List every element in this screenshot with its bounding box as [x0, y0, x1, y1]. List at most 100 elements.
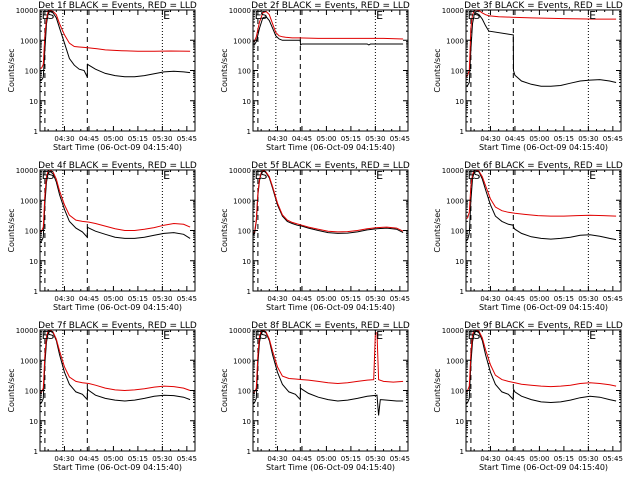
- y-tick-label: 10: [455, 418, 464, 426]
- x-tick-label: 04:30: [54, 455, 74, 463]
- y-tick-label: 1000: [20, 197, 38, 205]
- y-tick-label: 10000: [442, 7, 464, 15]
- events-series-line: [466, 330, 617, 405]
- interval-marker-label: E: [42, 9, 49, 22]
- x-tick-label: 05:30: [152, 455, 172, 463]
- y-tick-label: 10: [455, 258, 464, 266]
- interval-marker-label: E: [163, 9, 170, 22]
- y-tick-label: 10: [242, 98, 251, 106]
- x-tick-label: 05:45: [390, 135, 410, 143]
- x-tick-label: 04:30: [480, 455, 500, 463]
- events-series-line: [40, 170, 191, 243]
- x-tick-label: 05:45: [390, 295, 410, 303]
- x-tick-label: 05:30: [578, 135, 598, 143]
- events-series-line: [466, 170, 617, 242]
- interval-marker-label: E: [589, 169, 596, 182]
- lld-series-line: [466, 10, 617, 78]
- y-tick-label: 10000: [442, 327, 464, 335]
- y-tick-label: 1: [460, 448, 464, 456]
- interval-marker-label: E: [42, 329, 49, 342]
- y-tick-label: 1: [460, 288, 464, 296]
- x-tick-label: 04:45: [505, 455, 525, 463]
- x-tick-label: 04:30: [480, 295, 500, 303]
- x-tick-label: 05:15: [554, 295, 574, 303]
- events-series-line: [253, 330, 404, 416]
- events-series-line: [253, 16, 404, 46]
- y-axis-label: Counts/sec: [433, 368, 442, 412]
- interval-marker-label: E: [163, 329, 170, 342]
- x-tick-label: 05:45: [603, 295, 623, 303]
- detector-panel-5: Det 5f BLACK = Events, RED = LLD 1 10 100 10…: [220, 161, 410, 312]
- detector-panel-4: Det 4f BLACK = Events, RED = LLD 1 10 100 10…: [7, 161, 197, 312]
- panel-title: Det 9f BLACK = Events, RED = LLD: [464, 321, 623, 331]
- y-axis-label: Counts/sec: [7, 208, 16, 252]
- y-tick-label: 10000: [229, 327, 251, 335]
- interval-marker-label: E: [255, 9, 262, 22]
- panel-title: Det 7f BLACK = Events, RED = LLD: [38, 321, 197, 331]
- lld-series-line: [40, 10, 191, 69]
- interval-marker-label: S: [260, 169, 267, 182]
- interval-marker-label: E: [255, 329, 262, 342]
- lld-series-line: [253, 330, 404, 394]
- y-tick-label: 10000: [442, 167, 464, 175]
- y-tick-label: 100: [238, 388, 251, 396]
- x-tick-label: 05:45: [177, 455, 197, 463]
- x-tick-label: 04:45: [292, 455, 312, 463]
- lld-series-line: [466, 170, 617, 219]
- x-tick-label: 05:00: [529, 295, 549, 303]
- detector-panel-8: Det 8f BLACK = Events, RED = LLD 1 10 100 10…: [220, 321, 410, 472]
- y-axis-label: Counts/sec: [433, 48, 442, 92]
- y-tick-label: 1: [247, 448, 251, 456]
- x-axis-label: Start Time (06-Oct-09 04:15:40): [266, 463, 395, 472]
- x-tick-label: 04:30: [267, 455, 287, 463]
- y-tick-label: 10000: [16, 167, 38, 175]
- panel-title: Det 5f BLACK = Events, RED = LLD: [251, 161, 410, 171]
- panel-title: Det 2f BLACK = Events, RED = LLD: [251, 1, 410, 11]
- lld-series-line: [253, 10, 404, 43]
- x-tick-label: 05:15: [128, 455, 148, 463]
- x-tick-label: 04:45: [79, 295, 99, 303]
- panel-title: Det 6f BLACK = Events, RED = LLD: [464, 161, 623, 171]
- y-axis-label: Counts/sec: [220, 368, 229, 412]
- x-tick-label: 05:30: [578, 295, 598, 303]
- x-axis-label: Start Time (06-Oct-09 04:15:40): [479, 463, 608, 472]
- x-axis-label: Start Time (06-Oct-09 04:15:40): [53, 303, 182, 312]
- lld-series-line: [253, 170, 404, 234]
- interval-marker-label: S: [260, 9, 267, 22]
- y-tick-label: 10: [29, 258, 38, 266]
- x-tick-label: 04:45: [292, 295, 312, 303]
- events-series-line: [40, 10, 191, 82]
- y-tick-label: 10: [29, 418, 38, 426]
- x-axis-label: Start Time (06-Oct-09 04:15:40): [53, 463, 182, 472]
- y-tick-label: 1000: [446, 197, 464, 205]
- y-tick-label: 1: [247, 128, 251, 136]
- y-tick-label: 10000: [229, 167, 251, 175]
- y-tick-label: 100: [451, 68, 464, 76]
- x-axis-label: Start Time (06-Oct-09 04:15:40): [266, 143, 395, 152]
- x-tick-label: 04:30: [267, 295, 287, 303]
- y-tick-label: 100: [238, 228, 251, 236]
- interval-marker-label: E: [376, 329, 383, 342]
- x-tick-label: 04:45: [292, 135, 312, 143]
- x-tick-label: 04:30: [54, 295, 74, 303]
- x-tick-label: 05:15: [554, 455, 574, 463]
- x-tick-label: 05:00: [103, 295, 123, 303]
- x-tick-label: 05:30: [365, 295, 385, 303]
- interval-marker-label: S: [47, 329, 54, 342]
- lld-series-line: [40, 170, 191, 233]
- y-tick-label: 1: [460, 128, 464, 136]
- x-tick-label: 05:00: [103, 455, 123, 463]
- y-tick-label: 100: [25, 228, 38, 236]
- events-series-line: [466, 12, 617, 87]
- detector-panel-3: Det 3f BLACK = Events, RED = LLD 1 10 100 10…: [433, 1, 623, 152]
- lld-series-line: [40, 330, 191, 394]
- x-tick-label: 04:30: [54, 135, 74, 143]
- y-tick-label: 10: [455, 98, 464, 106]
- y-axis-label: Counts/sec: [7, 368, 16, 412]
- x-tick-label: 04:30: [480, 135, 500, 143]
- interval-marker-label: S: [473, 9, 480, 22]
- detector-panel-6: Det 6f BLACK = Events, RED = LLD 1 10 100 10…: [433, 161, 623, 312]
- y-tick-label: 1: [247, 288, 251, 296]
- x-tick-label: 05:15: [341, 135, 361, 143]
